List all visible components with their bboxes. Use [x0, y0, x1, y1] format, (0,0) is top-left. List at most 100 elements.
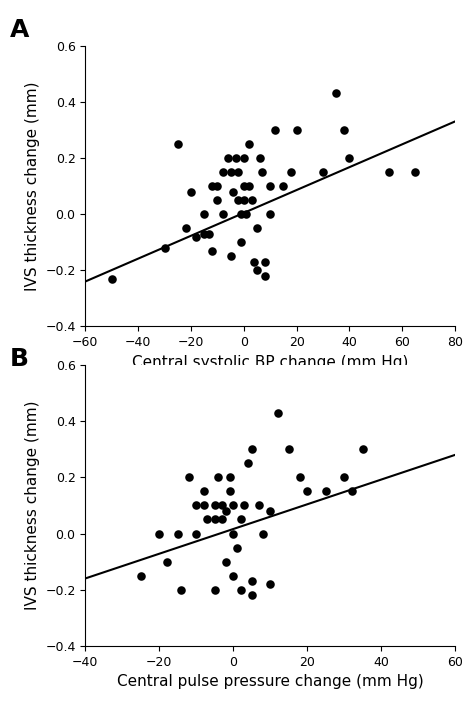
- Point: [192, 500, 200, 511]
- Point: [240, 194, 247, 206]
- Point: [219, 208, 227, 220]
- Y-axis label: IVS thickness change (mm): IVS thickness change (mm): [25, 81, 40, 291]
- Point: [340, 472, 348, 483]
- Point: [224, 152, 232, 164]
- Point: [211, 584, 219, 595]
- Point: [219, 500, 226, 511]
- Point: [237, 584, 245, 595]
- Point: [192, 528, 200, 539]
- Point: [233, 542, 241, 553]
- Point: [359, 444, 366, 455]
- Point: [248, 444, 255, 455]
- Point: [226, 486, 233, 497]
- Point: [200, 486, 208, 497]
- Point: [266, 208, 274, 220]
- Point: [237, 514, 245, 525]
- Point: [248, 194, 255, 206]
- Point: [303, 486, 311, 497]
- Point: [178, 584, 185, 595]
- Point: [296, 472, 303, 483]
- Point: [200, 500, 208, 511]
- Point: [280, 180, 287, 192]
- Point: [272, 124, 279, 135]
- Point: [229, 186, 237, 197]
- Point: [266, 578, 274, 590]
- Point: [245, 138, 253, 150]
- Point: [229, 570, 237, 581]
- Point: [206, 228, 213, 239]
- Point: [346, 152, 353, 164]
- Point: [261, 270, 269, 282]
- Point: [253, 265, 261, 276]
- Point: [235, 166, 242, 178]
- X-axis label: Central pulse pressure change (mm Hg): Central pulse pressure change (mm Hg): [117, 674, 424, 689]
- Point: [332, 88, 340, 99]
- Point: [174, 138, 182, 150]
- Point: [240, 180, 247, 192]
- Point: [266, 180, 274, 192]
- Point: [163, 556, 171, 567]
- Point: [219, 166, 227, 178]
- Point: [214, 194, 221, 206]
- X-axis label: Central systolic BP change (mm Hg): Central systolic BP change (mm Hg): [132, 355, 409, 370]
- Point: [201, 208, 208, 220]
- Point: [208, 245, 216, 256]
- Point: [285, 444, 292, 455]
- Point: [185, 472, 192, 483]
- Point: [385, 166, 393, 178]
- Point: [293, 124, 301, 135]
- Point: [411, 166, 419, 178]
- Point: [227, 251, 234, 262]
- Point: [245, 180, 253, 192]
- Point: [219, 514, 226, 525]
- Point: [240, 500, 248, 511]
- Point: [261, 256, 269, 267]
- Point: [248, 576, 255, 587]
- Point: [253, 223, 261, 234]
- Text: A: A: [9, 18, 29, 41]
- Point: [187, 186, 195, 197]
- Point: [232, 152, 240, 164]
- Point: [222, 505, 229, 517]
- Point: [229, 528, 237, 539]
- Point: [222, 556, 229, 567]
- Point: [174, 528, 182, 539]
- Point: [348, 486, 356, 497]
- Point: [137, 570, 145, 581]
- Point: [251, 256, 258, 267]
- Point: [182, 223, 190, 234]
- Point: [288, 166, 295, 178]
- Text: B: B: [9, 347, 28, 371]
- Point: [201, 228, 208, 239]
- Point: [240, 152, 247, 164]
- Point: [322, 486, 329, 497]
- Point: [244, 458, 252, 469]
- Point: [203, 514, 211, 525]
- Point: [235, 194, 242, 206]
- Point: [274, 407, 282, 418]
- Point: [211, 500, 219, 511]
- Point: [255, 500, 263, 511]
- Point: [340, 124, 348, 135]
- Point: [319, 166, 327, 178]
- Point: [227, 166, 234, 178]
- Point: [215, 472, 222, 483]
- Point: [161, 242, 168, 253]
- Point: [226, 472, 233, 483]
- Y-axis label: IVS thickness change (mm): IVS thickness change (mm): [25, 401, 40, 610]
- Point: [258, 166, 266, 178]
- Point: [248, 590, 255, 601]
- Point: [211, 514, 219, 525]
- Point: [208, 180, 216, 192]
- Point: [259, 528, 266, 539]
- Point: [108, 273, 116, 284]
- Point: [192, 231, 200, 242]
- Point: [266, 505, 274, 517]
- Point: [155, 528, 163, 539]
- Point: [214, 180, 221, 192]
- Point: [237, 237, 245, 248]
- Point: [243, 208, 250, 220]
- Point: [229, 500, 237, 511]
- Point: [256, 152, 264, 164]
- Point: [237, 208, 245, 220]
